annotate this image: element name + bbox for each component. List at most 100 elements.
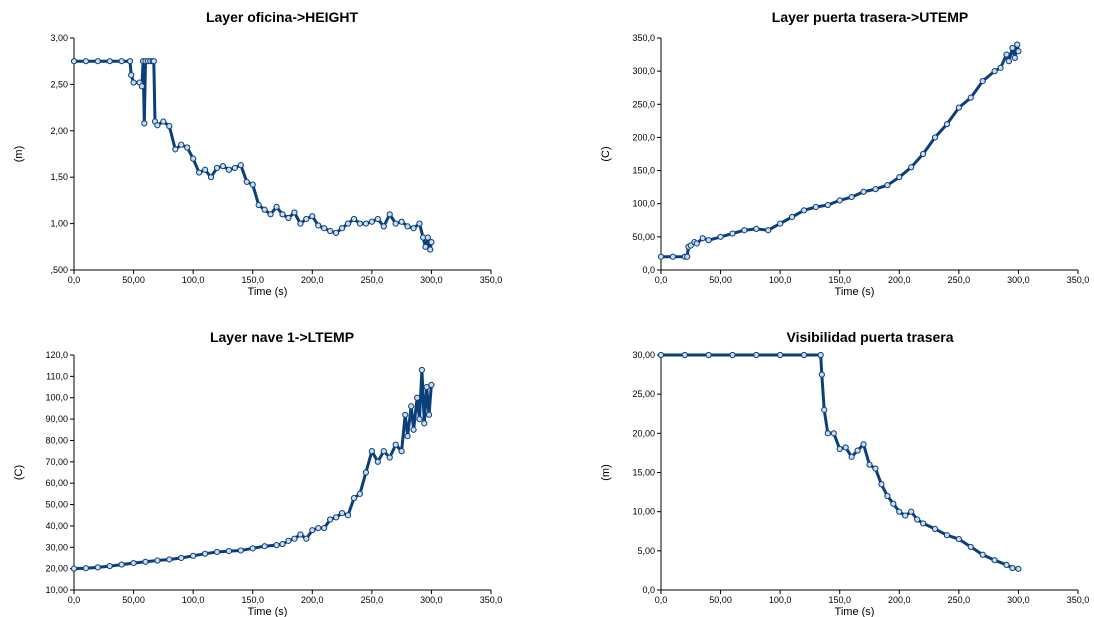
data-point	[201, 550, 209, 557]
data-point	[291, 535, 298, 542]
data-point	[657, 351, 665, 359]
data-point	[404, 433, 411, 440]
data-point	[154, 122, 161, 129]
series-line	[661, 43, 1020, 259]
data-point	[1009, 44, 1016, 52]
y-tick-label: 50,00	[45, 500, 68, 510]
data-point	[350, 215, 358, 223]
data-point	[237, 547, 244, 554]
series-line	[73, 368, 433, 571]
data-point	[261, 206, 268, 213]
data-point	[315, 524, 322, 532]
data-point	[404, 223, 411, 230]
data-point	[428, 381, 435, 389]
data-point	[321, 524, 328, 532]
chart-title: Layer oficina->HEIGHT	[206, 9, 359, 25]
y-axis-label: (m)	[13, 146, 25, 163]
data-point	[106, 58, 113, 65]
data-point	[418, 366, 425, 374]
data-point	[213, 548, 221, 556]
data-point	[920, 150, 927, 158]
x-tick-label: 250,0	[361, 275, 384, 285]
data-point	[374, 458, 381, 465]
y-axis-label: (C)	[600, 146, 612, 161]
data-point	[398, 448, 405, 455]
chart-1: Layer oficina->HEIGHT 0,0 50,00 100,0 150,0 2…	[13, 9, 502, 298]
chart-3: Layer nave 1->LTEMP 0,0 50,00 100,0 150,0 200…	[13, 329, 502, 617]
data-point	[967, 94, 974, 101]
data-point	[356, 220, 364, 227]
series-line	[661, 353, 1019, 571]
data-point	[166, 556, 173, 563]
data-point	[884, 182, 891, 189]
data-point	[243, 178, 250, 185]
data-point	[249, 545, 256, 552]
data-point	[991, 557, 998, 564]
x-tick-label: 100,0	[769, 595, 792, 605]
x-tick-label: 50,00	[122, 275, 145, 285]
data-point	[854, 447, 861, 454]
data-point	[416, 415, 423, 423]
data-point	[890, 500, 897, 507]
data-point	[410, 426, 417, 433]
data-point	[866, 461, 873, 468]
data-point	[128, 72, 135, 79]
data-point	[1014, 41, 1021, 48]
data-point	[368, 448, 375, 455]
data-point	[800, 207, 808, 214]
y-tick-label: 0,0	[642, 585, 655, 595]
data-point	[344, 220, 352, 227]
data-point	[765, 227, 772, 234]
data-point	[219, 162, 227, 170]
data-point	[410, 225, 417, 232]
y-tick-label: 60,00	[45, 478, 68, 488]
data-point	[414, 394, 421, 401]
data-point	[729, 230, 736, 237]
x-tick-label: 0,0	[655, 275, 668, 285]
data-point	[1003, 51, 1010, 58]
x-tick-label: 0,0	[68, 275, 81, 285]
data-point	[821, 406, 828, 413]
y-tick-label: ,500	[50, 265, 68, 275]
data-point	[872, 465, 879, 472]
data-point	[1011, 54, 1018, 61]
data-point	[842, 444, 849, 451]
data-point	[309, 527, 316, 534]
x-tick-label: 100,0	[769, 275, 792, 285]
data-point	[160, 118, 167, 125]
data-point	[979, 77, 986, 85]
data-point	[392, 441, 399, 448]
data-point	[699, 235, 706, 242]
data-point	[931, 134, 939, 141]
data-point	[184, 144, 191, 151]
data-point	[836, 445, 843, 453]
y-tick-label: 80,00	[45, 435, 68, 445]
data-point	[327, 516, 334, 523]
data-point	[362, 469, 369, 476]
data-point	[424, 234, 431, 241]
data-point	[896, 174, 903, 181]
data-point	[94, 564, 101, 571]
y-tick-label: 90,00	[45, 414, 68, 424]
data-point	[943, 532, 951, 539]
x-tick-label: 300,0	[420, 595, 443, 605]
data-point	[279, 211, 286, 218]
data-point	[705, 237, 712, 244]
x-tick-label: 0,0	[68, 595, 81, 605]
data-point	[824, 201, 831, 209]
data-point	[297, 531, 304, 538]
data-point	[943, 121, 951, 128]
data-point	[255, 201, 262, 209]
x-tick-label: 350,0	[480, 275, 503, 285]
y-tick-label: 120,0	[45, 350, 68, 360]
x-tick-label: 150,0	[241, 595, 264, 605]
chart-2: Layer puerta trasera->UTEMP 0,0 50,00 100,0…	[600, 9, 1089, 298]
x-axis-label: Time (s)	[248, 286, 288, 298]
data-point	[118, 58, 125, 65]
data-point	[70, 58, 78, 65]
data-point	[818, 371, 825, 378]
data-point	[267, 211, 274, 218]
x-axis-label: Time (s)	[835, 606, 875, 617]
y-tick-label: 3,00	[50, 33, 68, 43]
data-point	[920, 520, 927, 527]
